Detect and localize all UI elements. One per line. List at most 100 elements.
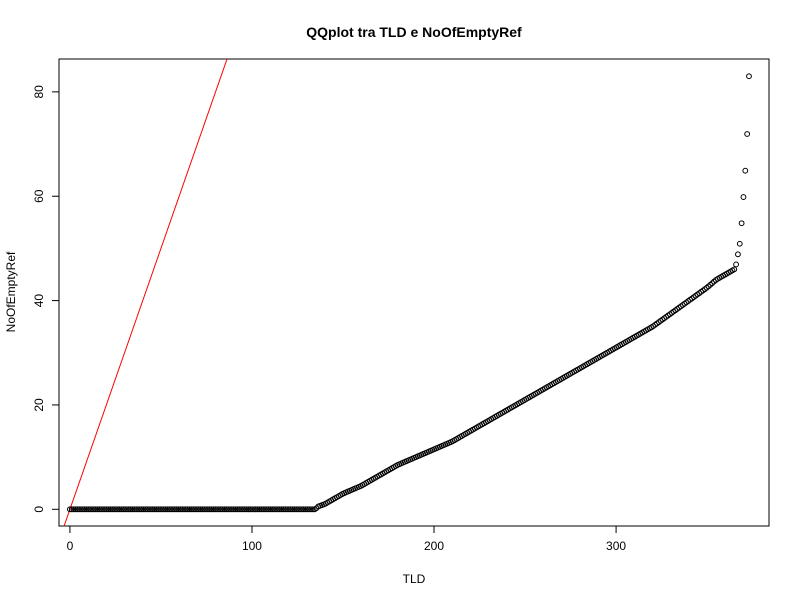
data-point — [197, 506, 204, 513]
data-point — [74, 506, 81, 513]
data-point — [70, 506, 77, 513]
data-point — [282, 506, 289, 513]
data-point — [258, 506, 265, 513]
y-tick-label: 40 — [32, 294, 46, 308]
data-point — [107, 506, 114, 513]
data-point — [221, 506, 228, 513]
data-point — [155, 506, 162, 513]
data-point — [286, 506, 292, 513]
data-point — [247, 506, 254, 513]
data-point — [260, 506, 267, 513]
data-point — [125, 506, 132, 513]
data-point — [287, 506, 294, 513]
data-point — [245, 506, 252, 513]
data-point — [219, 506, 226, 513]
data-point — [153, 506, 160, 513]
data-point — [68, 506, 75, 513]
data-point — [94, 506, 101, 513]
data-point — [83, 506, 90, 513]
data-point — [131, 506, 138, 513]
data-point — [306, 506, 313, 513]
data-point — [251, 506, 257, 513]
data-point — [127, 506, 134, 513]
data-point — [234, 506, 241, 513]
data-point — [184, 506, 191, 513]
data-point — [78, 506, 84, 513]
data-point — [236, 506, 243, 513]
data-point — [179, 506, 186, 513]
y-tick-label: 0 — [32, 506, 46, 513]
data-point — [243, 506, 250, 513]
data-point — [182, 506, 189, 513]
data-point — [269, 506, 276, 513]
data-point — [746, 73, 752, 80]
data-point — [731, 266, 738, 273]
data-point — [742, 167, 749, 174]
data-point — [265, 506, 272, 513]
data-point — [298, 506, 305, 513]
data-point — [116, 506, 123, 513]
y-tick-label: 60 — [32, 189, 46, 203]
data-point — [135, 506, 141, 513]
data-points — [67, 73, 752, 513]
data-point — [212, 506, 219, 513]
data-point — [216, 506, 222, 513]
data-point — [190, 506, 197, 513]
reference-line — [63, 59, 228, 526]
data-point — [140, 506, 147, 513]
data-point — [162, 506, 169, 513]
data-point — [129, 506, 136, 513]
data-point — [85, 506, 92, 513]
data-point — [164, 506, 171, 513]
data-point — [147, 506, 154, 513]
data-point — [103, 506, 110, 513]
data-point — [81, 506, 88, 513]
data-point — [291, 506, 298, 513]
data-point — [72, 506, 79, 513]
data-point — [89, 506, 95, 513]
data-point — [109, 506, 116, 513]
data-point — [113, 506, 119, 513]
data-point — [76, 506, 83, 513]
data-point — [263, 506, 270, 513]
data-point — [67, 506, 73, 513]
data-point — [238, 506, 244, 513]
data-point — [170, 506, 176, 513]
data-point — [98, 506, 105, 513]
data-point — [300, 506, 307, 513]
data-point — [208, 506, 215, 513]
data-point — [173, 506, 180, 513]
x-tick-label: 100 — [242, 539, 262, 553]
data-point — [171, 506, 178, 513]
data-point — [267, 506, 274, 513]
data-point — [149, 506, 156, 513]
data-point — [201, 506, 208, 513]
x-tick-label: 200 — [424, 539, 444, 553]
data-point — [278, 506, 285, 513]
data-point — [177, 506, 184, 513]
data-point — [206, 506, 213, 513]
data-point — [309, 506, 316, 513]
data-point — [273, 506, 279, 513]
data-point — [228, 506, 235, 513]
data-point — [252, 506, 259, 513]
data-point — [733, 261, 739, 268]
data-point — [276, 506, 283, 513]
data-point — [295, 506, 302, 513]
data-point — [133, 506, 140, 513]
data-point — [151, 506, 158, 513]
data-point — [96, 506, 103, 513]
data-point — [217, 506, 224, 513]
data-point — [114, 506, 121, 513]
data-point — [274, 506, 281, 513]
y-axis-label: NoOfEmptyRef — [4, 251, 18, 332]
data-point — [280, 506, 287, 513]
data-point — [124, 506, 130, 513]
data-point — [225, 506, 232, 513]
data-point — [142, 506, 149, 513]
x-tick-label: 300 — [606, 539, 626, 553]
data-point — [223, 506, 230, 513]
data-point — [186, 506, 193, 513]
chart-title: QQplot tra TLD e NoOfEmptyRef — [306, 24, 522, 40]
